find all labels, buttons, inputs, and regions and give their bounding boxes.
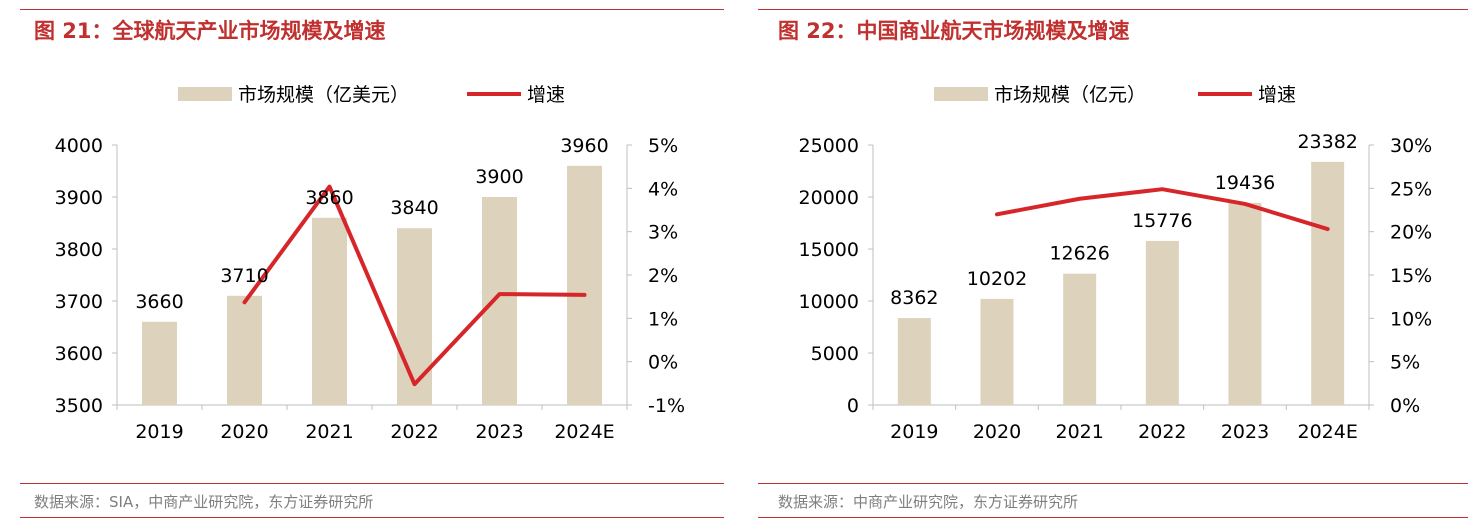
y-right-tick-label: -1% xyxy=(648,395,685,417)
y-left-tick-label: 25000 xyxy=(799,135,859,157)
bar-data-label: 10202 xyxy=(967,268,1027,290)
x-tick-label: 2019 xyxy=(890,421,938,443)
y-right-tick-label: 2% xyxy=(648,265,678,287)
legend-label-line: 增速 xyxy=(1258,84,1296,106)
bar xyxy=(1228,202,1262,405)
x-tick-label: 2024E xyxy=(554,421,614,443)
y-left-tick-label: 0 xyxy=(847,395,859,417)
bar xyxy=(142,321,177,405)
y-right-tick-label: 5% xyxy=(648,135,678,157)
bar-data-label: 3660 xyxy=(135,291,183,313)
bar xyxy=(1311,161,1345,405)
bar xyxy=(1145,240,1179,405)
bar-data-label: 12626 xyxy=(1049,243,1109,265)
y-left-tick-label: 10000 xyxy=(799,291,859,313)
source-note: 数据来源：中商产业研究院，东方证券研究所 xyxy=(778,493,1079,511)
bottom-rule xyxy=(758,517,1468,518)
legend-swatch-bar xyxy=(178,87,232,101)
bar xyxy=(482,197,517,405)
legend-swatch-bar xyxy=(934,87,988,101)
bar-data-label: 15776 xyxy=(1132,210,1192,232)
y-left-tick-label: 4000 xyxy=(55,135,103,157)
y-left-tick-label: 15000 xyxy=(799,239,859,261)
bar-data-label: 8362 xyxy=(890,287,938,309)
y-right-tick-label: 4% xyxy=(648,178,678,200)
x-tick-label: 2020 xyxy=(973,421,1021,443)
bar-data-label: 3840 xyxy=(390,197,438,219)
legend-label-line: 增速 xyxy=(527,84,565,106)
growth-line xyxy=(242,184,587,387)
y-left-tick-label: 3600 xyxy=(55,343,103,365)
bar xyxy=(980,298,1014,405)
bar xyxy=(897,318,931,405)
bar xyxy=(312,217,347,405)
y-right-tick-label: 0% xyxy=(1390,395,1420,417)
figure-title: 图 22：中国商业航天市场规模及增速 xyxy=(778,19,1130,43)
y-right-tick-label: 10% xyxy=(1390,308,1432,330)
bar-data-label: 3860 xyxy=(305,187,353,209)
y-left-tick-label: 3800 xyxy=(55,239,103,261)
bar xyxy=(227,295,262,405)
y-right-tick-label: 1% xyxy=(648,308,678,330)
bar xyxy=(397,228,432,405)
x-tick-label: 2022 xyxy=(390,421,438,443)
y-left-tick-label: 3500 xyxy=(55,395,103,417)
bar-data-label: 23382 xyxy=(1297,131,1357,153)
y-right-tick-label: 20% xyxy=(1390,222,1432,244)
legend-label-bar: 市场规模（亿美元） xyxy=(238,84,409,106)
bar-data-label: 3710 xyxy=(220,265,268,287)
chart-china-commercial-space-market: 市场规模（亿元） 增速 0 5000 10000 15000 20000 25000 0% 5% 1… xyxy=(799,84,1433,443)
bottom-rule xyxy=(20,517,724,518)
source-note: 数据来源：SIA，中商产业研究院，东方证券研究所 xyxy=(34,493,374,511)
divider-rule xyxy=(20,483,724,484)
divider-rule xyxy=(758,483,1468,484)
chart-panel-global: 图 21：全球航天产业市场规模及增速 市场规模（亿美元） 增速 3500 3600 37… xyxy=(20,9,724,518)
bar-data-label: 3900 xyxy=(475,166,523,188)
figure-title: 图 21：全球航天产业市场规模及增速 xyxy=(34,19,386,43)
top-rule xyxy=(20,9,724,10)
y-right-tick-label: 3% xyxy=(648,222,678,244)
bar xyxy=(1063,273,1097,405)
y-left-tick-label: 20000 xyxy=(799,187,859,209)
x-tick-label: 2023 xyxy=(475,421,523,443)
x-tick-label: 2022 xyxy=(1138,421,1186,443)
x-tick-label: 2021 xyxy=(305,421,353,443)
top-rule xyxy=(758,9,1468,10)
chart-panel-china: 图 22：中国商业航天市场规模及增速 市场规模（亿元） 增速 0 5000 10000 1… xyxy=(742,0,1483,523)
chart-global-space-market: 市场规模（亿美元） 增速 3500 3600 3700 3800 3900 4000 -1% 0%… xyxy=(55,84,685,443)
x-tick-label: 2024E xyxy=(1297,421,1357,443)
y-right-tick-label: 15% xyxy=(1390,265,1432,287)
x-tick-label: 2023 xyxy=(1221,421,1269,443)
x-tick-label: 2019 xyxy=(135,421,183,443)
bar xyxy=(567,165,602,405)
y-left-tick-label: 3700 xyxy=(55,291,103,313)
y-right-tick-label: 0% xyxy=(648,352,678,374)
y-left-tick-label: 3900 xyxy=(55,187,103,209)
bar-data-label: 3960 xyxy=(560,135,608,157)
y-right-tick-label: 30% xyxy=(1390,135,1432,157)
legend-label-bar: 市场规模（亿元） xyxy=(994,84,1146,106)
y-right-tick-label: 25% xyxy=(1390,178,1432,200)
y-right-tick-label: 5% xyxy=(1390,352,1420,374)
x-tick-label: 2021 xyxy=(1055,421,1103,443)
bar-data-label: 19436 xyxy=(1215,172,1275,194)
x-tick-label: 2020 xyxy=(220,421,268,443)
y-left-tick-label: 5000 xyxy=(811,343,859,365)
growth-line xyxy=(995,187,1330,232)
